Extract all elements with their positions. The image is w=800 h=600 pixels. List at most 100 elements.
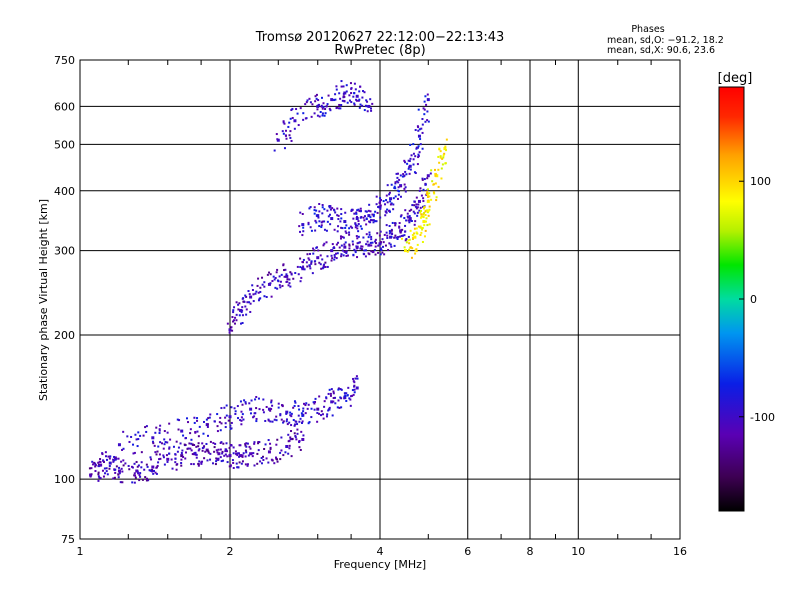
echo-point	[206, 459, 209, 462]
x-tick-label: 4	[377, 545, 384, 558]
colorbar-tick-label: 100	[750, 175, 771, 188]
echo-point	[381, 251, 384, 254]
echo-point	[328, 206, 331, 209]
echo-point	[317, 99, 320, 102]
echo-point	[202, 446, 205, 449]
echo-point	[374, 253, 377, 256]
echo-point	[262, 458, 265, 461]
echo-point	[408, 242, 411, 245]
echo-point	[273, 278, 276, 281]
echo-point	[352, 217, 355, 220]
echo-point	[268, 271, 271, 274]
echo-point	[128, 440, 131, 443]
echo-point	[290, 109, 293, 112]
echo-point	[310, 416, 313, 419]
echo-point	[424, 95, 427, 98]
echo-point	[415, 227, 418, 230]
echo-point	[264, 419, 267, 422]
echo-point	[339, 97, 342, 100]
echo-point	[344, 241, 347, 244]
echo-point	[254, 292, 257, 295]
echo-point	[424, 120, 427, 123]
echo-point	[316, 420, 319, 423]
echo-point	[359, 225, 362, 228]
echo-point	[323, 228, 326, 231]
echo-point	[441, 157, 444, 160]
echo-point	[398, 225, 401, 228]
echo-point	[440, 177, 443, 180]
echo-point	[370, 109, 373, 112]
echo-point	[321, 112, 324, 115]
echo-point	[304, 404, 307, 407]
echo-point	[403, 187, 406, 190]
echo-point	[350, 395, 353, 398]
echo-point	[153, 470, 156, 473]
echo-point	[334, 211, 337, 214]
echo-point	[208, 416, 211, 419]
echo-point	[334, 93, 337, 96]
echo-point	[371, 219, 374, 222]
echo-point	[270, 401, 273, 404]
echo-point	[360, 227, 363, 230]
echo-point	[306, 99, 309, 102]
echo-point	[193, 416, 196, 419]
echo-point	[419, 234, 422, 237]
echo-point	[441, 163, 444, 166]
echo-point	[394, 195, 397, 198]
echo-point	[290, 415, 293, 418]
echo-point	[393, 244, 396, 247]
echo-point	[285, 418, 288, 421]
echo-point	[334, 396, 337, 399]
data-point	[417, 199, 421, 203]
echo-point	[195, 445, 198, 448]
echo-point	[325, 229, 328, 232]
phase-stats-o-mode: mean, sd,O: −91.2, 18.2	[607, 35, 724, 46]
echo-point	[316, 411, 319, 414]
echo-point	[197, 435, 200, 438]
echo-point	[415, 147, 418, 150]
echo-point	[423, 235, 426, 238]
echo-point	[388, 232, 391, 235]
echo-point	[348, 247, 351, 250]
echo-point	[386, 184, 389, 187]
data-point	[267, 282, 271, 286]
echo-point	[374, 240, 377, 243]
echo-point	[348, 227, 351, 230]
echo-point	[350, 209, 353, 212]
echo-point	[244, 442, 247, 445]
echo-point	[243, 399, 246, 402]
echo-point	[372, 221, 375, 224]
echo-point	[350, 101, 353, 104]
echo-point	[407, 239, 410, 242]
echo-point	[355, 235, 358, 238]
echo-point	[425, 217, 428, 220]
echo-point	[359, 210, 362, 213]
echo-point	[230, 326, 233, 329]
echo-point	[371, 102, 374, 105]
echo-point	[109, 455, 112, 458]
echo-point	[426, 188, 429, 191]
echo-point	[419, 206, 422, 209]
echo-point	[244, 444, 247, 447]
echo-point	[314, 219, 317, 222]
echo-point	[314, 400, 317, 403]
echo-point	[425, 103, 428, 106]
echo-point	[430, 169, 433, 172]
echo-point	[91, 463, 94, 466]
echo-point	[414, 129, 417, 132]
echo-point	[339, 220, 342, 223]
echo-point	[410, 154, 413, 157]
echo-point	[114, 471, 117, 474]
echo-point	[151, 470, 154, 473]
echo-point	[112, 460, 115, 463]
echo-point	[379, 253, 382, 256]
echo-point	[418, 209, 421, 212]
echo-point	[399, 174, 402, 177]
echo-point	[328, 213, 331, 216]
echo-point	[365, 99, 368, 102]
echo-point	[363, 109, 366, 112]
echo-point	[381, 245, 384, 248]
echo-point	[244, 402, 247, 405]
echo-point	[390, 245, 393, 248]
echo-point	[250, 399, 253, 402]
